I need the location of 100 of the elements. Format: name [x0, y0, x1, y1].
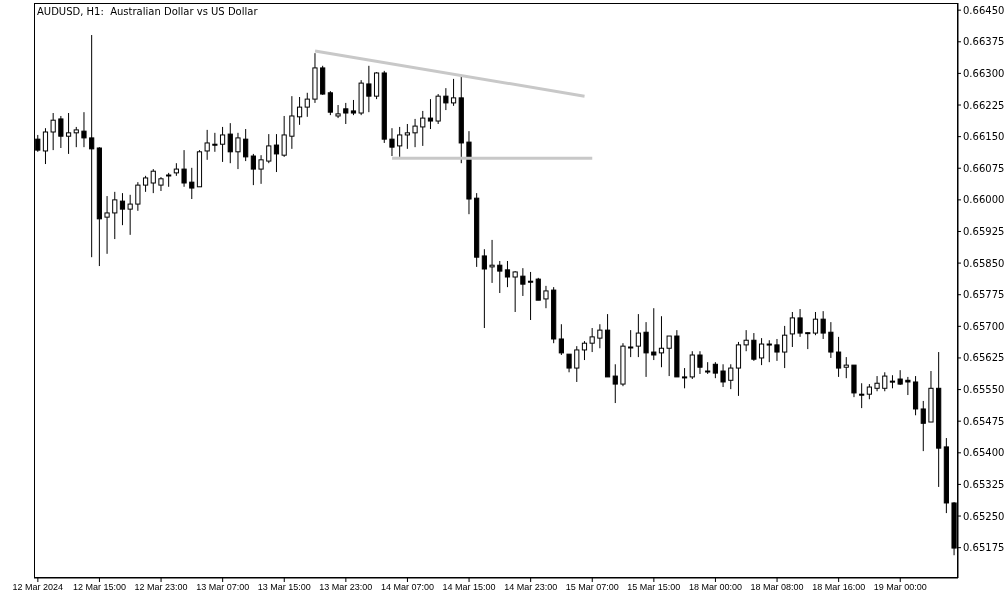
candlestick: [81, 111, 87, 148]
x-tick-label: 15 Mar 15:00: [627, 582, 681, 593]
candlestick: [612, 363, 618, 404]
candlestick: [774, 338, 780, 362]
candlestick: [389, 127, 395, 157]
candlestick: [751, 332, 757, 362]
candlestick: [296, 96, 303, 126]
y-tick-label: 0.65325: [963, 478, 1004, 490]
candlestick: [212, 132, 218, 153]
candlestick: [766, 339, 772, 363]
candlestick: [643, 321, 649, 378]
x-tick-label: 18 Mar 16:00: [812, 582, 866, 593]
candlestick: [366, 65, 372, 113]
candlestick: [289, 95, 295, 150]
x-tick-label: 14 Mar 15:00: [442, 582, 496, 593]
x-tick-label: 12 Mar 23:00: [134, 582, 188, 593]
candlestick: [882, 371, 888, 392]
candlestick: [782, 325, 788, 369]
y-tick-label: 0.66000: [963, 194, 1004, 206]
candlestick: [42, 127, 49, 165]
candlestick: [119, 192, 126, 226]
candlestick: [258, 154, 264, 185]
y-tick-label: 0.66375: [963, 36, 1004, 48]
candlestick: [558, 323, 564, 356]
x-tick-label: 12 Mar 15:00: [72, 582, 126, 593]
candlestick: [666, 335, 672, 377]
candlestick: [728, 363, 734, 390]
x-tick-label: 12 Mar 2024: [12, 582, 64, 593]
candlestick: [520, 267, 526, 297]
candlestick: [635, 313, 641, 358]
candlestick: [758, 337, 765, 366]
candlestick: [73, 126, 79, 148]
candlestick: [589, 327, 595, 353]
candlestick: [874, 375, 880, 392]
candlestick: [343, 102, 349, 125]
y-tick-label: 0.66150: [963, 131, 1004, 143]
y-tick-label: 0.65775: [963, 289, 1004, 301]
candlestick: [489, 239, 495, 284]
candlestick: [327, 90, 333, 116]
candlestick: [820, 310, 826, 340]
candlestick: [859, 382, 865, 409]
candlestick: [58, 115, 64, 149]
candlestick: [65, 112, 72, 155]
candlestick: [651, 307, 657, 361]
y-tick-label: 0.65925: [963, 226, 1004, 238]
candlestick: [273, 133, 280, 173]
x-tick-label: 13 Mar 23:00: [319, 582, 373, 593]
y-tick-label: 0.65550: [963, 384, 1004, 396]
x-tick-label: 13 Mar 07:00: [196, 582, 250, 593]
candlestick: [527, 271, 534, 321]
candlestick: [412, 118, 418, 148]
candlestick: [89, 34, 95, 258]
candlestick: [189, 167, 195, 200]
candlestick: [304, 92, 310, 118]
x-tick-label: 18 Mar 08:00: [750, 582, 804, 593]
candlestick: [720, 363, 726, 388]
y-tick-label: 0.66075: [963, 162, 1004, 174]
candlestick: [404, 123, 410, 150]
candlestick: [281, 115, 287, 158]
x-tick-label: 14 Mar 23:00: [504, 582, 558, 593]
y-tick-label: 0.65175: [963, 542, 1004, 554]
y-tick-label: 0.66450: [963, 4, 1004, 16]
candlestick: [905, 376, 911, 396]
chart-title: AUDUSD, H1: Australian Dollar vs US Dollar: [37, 6, 258, 17]
x-tick-label: 15 Mar 07:00: [565, 582, 619, 593]
candlestick: [104, 195, 110, 255]
x-tick-label: 13 Mar 15:00: [257, 582, 311, 593]
candlestick: [597, 323, 603, 349]
candlestick: [427, 98, 434, 130]
candlestick: [835, 336, 842, 378]
candlestick: [566, 353, 572, 373]
y-tick-label: 0.66225: [963, 99, 1004, 111]
candlestick: [797, 308, 803, 338]
candlestick: [789, 311, 795, 348]
candlestick: [843, 356, 849, 379]
candlestick: [443, 87, 449, 111]
candlestick: [504, 260, 511, 288]
candlestick: [266, 133, 272, 164]
candlestick: [543, 285, 549, 309]
candlestick: [373, 71, 380, 100]
candlestick: [127, 194, 133, 236]
candlestick: [397, 126, 403, 158]
y-tick-label: 0.65475: [963, 415, 1004, 427]
candlestick: [574, 345, 580, 383]
candlestick: [689, 350, 695, 380]
candlestick: [50, 112, 56, 151]
candlestick: [219, 126, 226, 163]
candlestick: [227, 122, 233, 164]
candlestick: [735, 341, 742, 397]
candlestick: [512, 270, 518, 313]
candlestick: [743, 329, 749, 352]
candlestick: [450, 78, 457, 107]
candlestick: [420, 110, 426, 147]
candlestick: [335, 104, 341, 119]
candlestick: [150, 168, 156, 194]
candlestick: [250, 153, 256, 186]
candlestick: [481, 248, 487, 329]
y-tick-label: 0.65625: [963, 352, 1004, 364]
candlestick: [204, 129, 210, 161]
candlestick: [812, 311, 819, 336]
